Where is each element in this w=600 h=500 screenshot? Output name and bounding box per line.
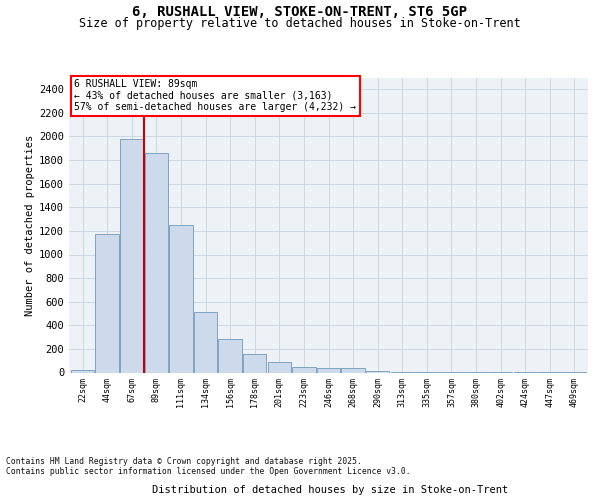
Text: 6, RUSHALL VIEW, STOKE-ON-TRENT, ST6 5GP: 6, RUSHALL VIEW, STOKE-ON-TRENT, ST6 5GP (133, 5, 467, 19)
Bar (317, 368, 340, 372)
Text: Contains HM Land Registry data © Crown copyright and database right 2025.: Contains HM Land Registry data © Crown c… (6, 458, 362, 466)
Bar (268, 362, 291, 372)
Text: Contains public sector information licensed under the Open Government Licence v3: Contains public sector information licen… (6, 468, 410, 476)
Bar (145, 153, 168, 372)
Text: Size of property relative to detached houses in Stoke-on-Trent: Size of property relative to detached ho… (79, 18, 521, 30)
Bar (71, 370, 94, 372)
Text: 6 RUSHALL VIEW: 89sqm
← 43% of detached houses are smaller (3,163)
57% of semi-d: 6 RUSHALL VIEW: 89sqm ← 43% of detached … (74, 79, 356, 112)
Bar (95, 234, 119, 372)
Bar (292, 366, 316, 372)
Bar (120, 139, 143, 372)
Bar (218, 340, 242, 372)
Bar (194, 312, 217, 372)
Text: Distribution of detached houses by size in Stoke-on-Trent: Distribution of detached houses by size … (152, 485, 508, 495)
Bar (169, 225, 193, 372)
Bar (341, 368, 365, 372)
Bar (243, 354, 266, 372)
Y-axis label: Number of detached properties: Number of detached properties (25, 134, 35, 316)
